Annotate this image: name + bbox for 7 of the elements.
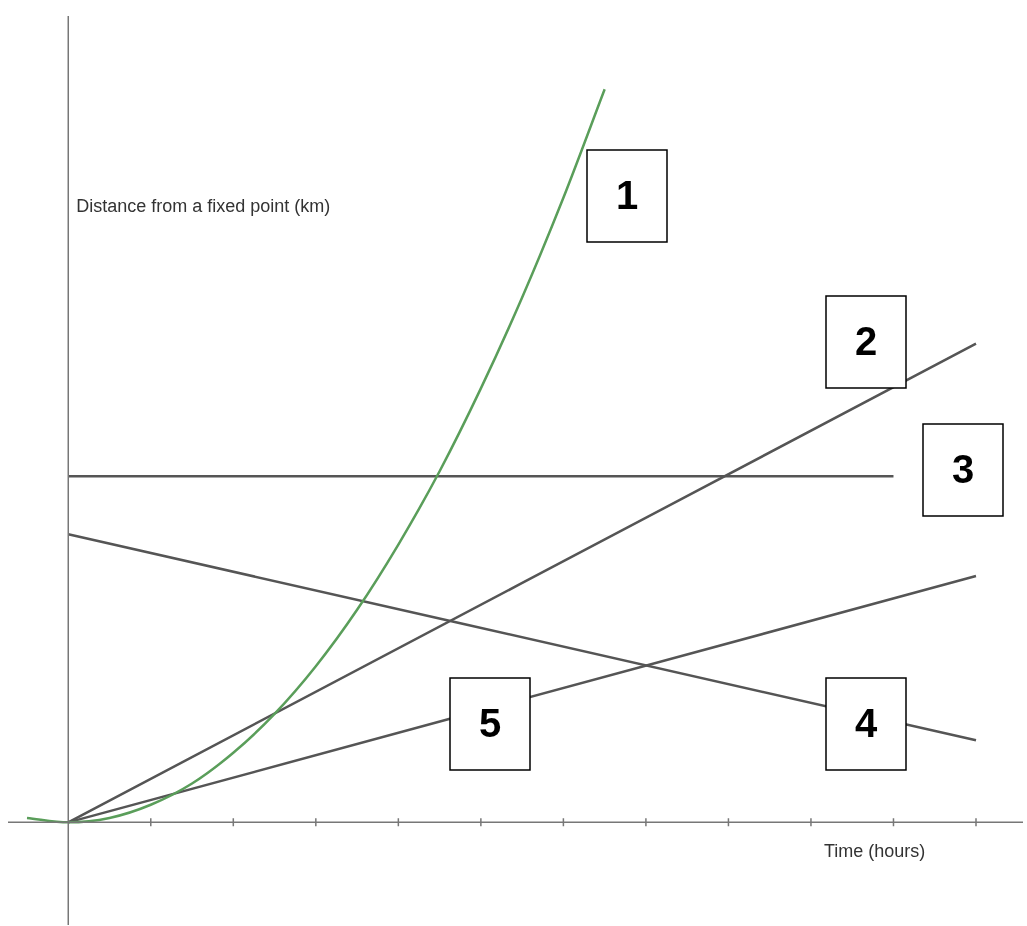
- series-label: 4: [854, 701, 878, 746]
- x-axis-title: Time (hours): [824, 841, 926, 862]
- series-label: 5: [478, 701, 502, 746]
- series-label: 3: [951, 447, 975, 492]
- y-axis-title: Distance from a fixed point (km): [76, 195, 331, 216]
- series-label: 2: [854, 319, 878, 364]
- series-label: 1: [615, 173, 639, 218]
